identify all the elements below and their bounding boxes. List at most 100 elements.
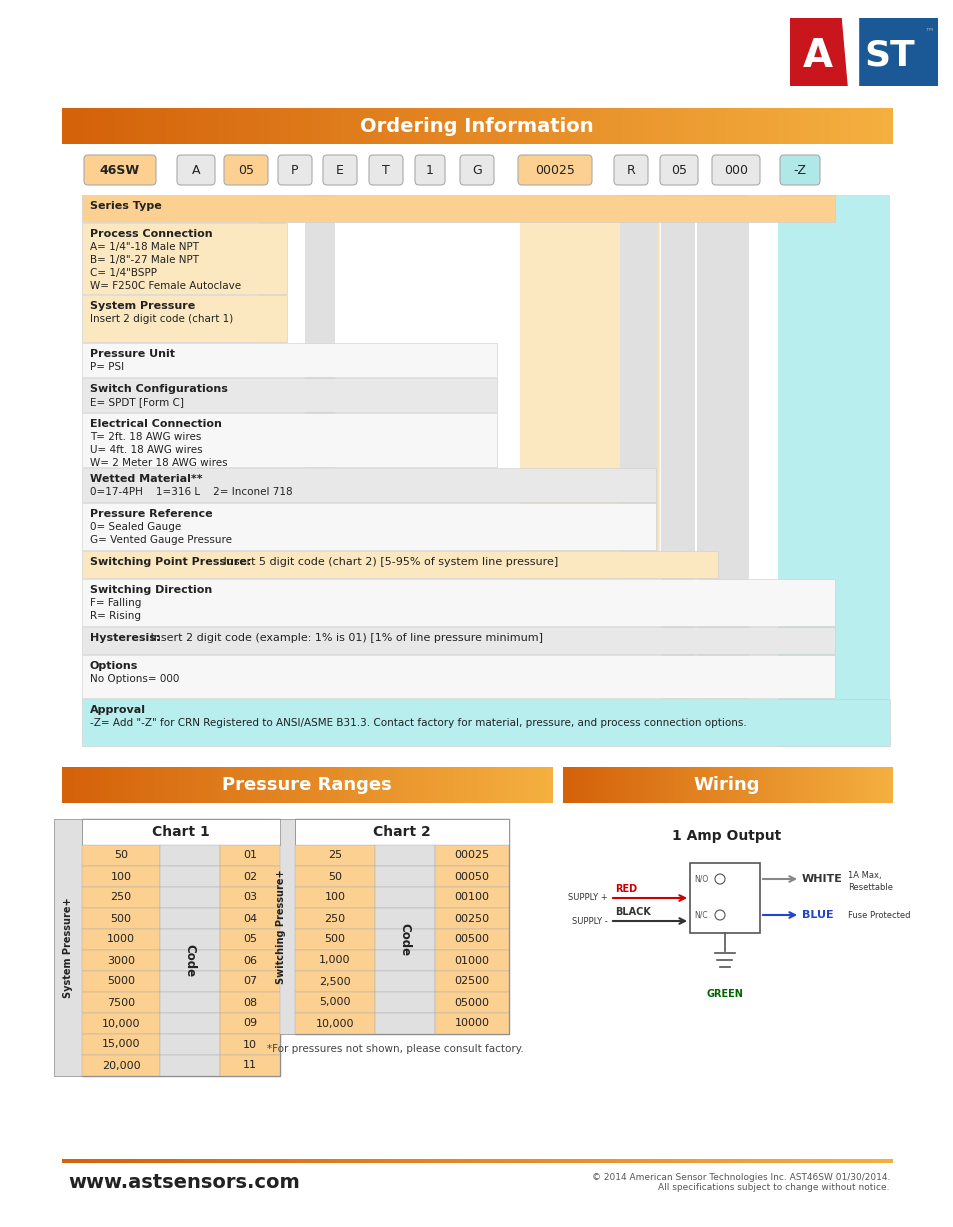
Bar bbox=[435, 1014, 509, 1034]
Bar bbox=[476, 1160, 488, 1163]
Bar bbox=[148, 767, 154, 802]
Bar bbox=[533, 767, 540, 802]
Bar bbox=[176, 1160, 188, 1163]
Text: 05: 05 bbox=[670, 163, 686, 177]
Bar bbox=[279, 1160, 291, 1163]
Bar bbox=[678, 767, 682, 802]
Bar bbox=[166, 108, 177, 144]
Text: Ordering Information: Ordering Information bbox=[360, 117, 593, 135]
Bar bbox=[332, 1160, 343, 1163]
Bar bbox=[850, 1160, 861, 1163]
Bar bbox=[642, 108, 654, 144]
Text: -Z= Add "-Z" for CRN Registered to ANSI/ASME B31.3. Contact factory for material: -Z= Add "-Z" for CRN Registered to ANSI/… bbox=[90, 718, 746, 728]
Bar bbox=[778, 195, 889, 747]
Bar bbox=[72, 108, 84, 144]
Bar bbox=[801, 767, 806, 802]
Bar bbox=[425, 1160, 436, 1163]
Text: 00100: 00100 bbox=[454, 892, 489, 903]
Bar bbox=[405, 767, 412, 802]
Bar bbox=[619, 195, 658, 579]
Bar bbox=[264, 767, 271, 802]
FancyBboxPatch shape bbox=[323, 155, 356, 185]
Bar bbox=[725, 1160, 737, 1163]
Bar bbox=[160, 767, 167, 802]
Bar bbox=[637, 767, 641, 802]
Bar bbox=[710, 767, 716, 802]
Text: 05: 05 bbox=[237, 163, 253, 177]
Bar bbox=[300, 108, 312, 144]
Bar bbox=[653, 767, 658, 802]
Bar bbox=[238, 108, 250, 144]
Bar bbox=[325, 767, 333, 802]
Bar bbox=[300, 767, 308, 802]
Bar bbox=[386, 767, 394, 802]
FancyBboxPatch shape bbox=[780, 155, 820, 185]
Text: RED: RED bbox=[615, 883, 637, 894]
Text: 1000: 1000 bbox=[107, 935, 135, 945]
Text: WHITE: WHITE bbox=[801, 874, 842, 883]
Text: 0= Sealed Gauge: 0= Sealed Gauge bbox=[90, 521, 181, 533]
Bar bbox=[760, 767, 764, 802]
Bar bbox=[580, 1160, 592, 1163]
Text: 1: 1 bbox=[426, 163, 434, 177]
Text: 06: 06 bbox=[243, 956, 256, 966]
Bar bbox=[82, 908, 160, 929]
Text: 1 Amp Output: 1 Amp Output bbox=[672, 829, 781, 843]
Text: 10: 10 bbox=[243, 1039, 256, 1049]
Text: Code: Code bbox=[398, 923, 411, 956]
Bar bbox=[331, 767, 338, 802]
Bar bbox=[694, 108, 705, 144]
Text: Code: Code bbox=[183, 944, 196, 977]
Bar bbox=[176, 108, 188, 144]
Bar bbox=[269, 1160, 280, 1163]
Text: 05: 05 bbox=[243, 935, 256, 945]
Bar bbox=[653, 1160, 664, 1163]
Bar bbox=[435, 971, 509, 991]
Bar bbox=[870, 1160, 882, 1163]
Bar bbox=[746, 1160, 758, 1163]
Bar bbox=[196, 767, 204, 802]
Text: Insert 2 digit code (chart 1): Insert 2 digit code (chart 1) bbox=[90, 314, 233, 324]
Bar bbox=[83, 1160, 94, 1163]
Bar bbox=[466, 767, 473, 802]
Bar bbox=[840, 1160, 851, 1163]
Bar bbox=[105, 767, 112, 802]
Bar bbox=[829, 108, 841, 144]
Bar bbox=[375, 887, 435, 908]
Bar bbox=[294, 908, 375, 929]
Bar bbox=[545, 767, 553, 802]
Bar bbox=[621, 1160, 633, 1163]
Bar bbox=[777, 108, 788, 144]
Bar bbox=[767, 108, 778, 144]
Bar bbox=[82, 195, 834, 222]
Bar bbox=[294, 991, 375, 1014]
Bar bbox=[881, 108, 892, 144]
Bar bbox=[435, 929, 509, 950]
Bar bbox=[394, 1160, 405, 1163]
Bar bbox=[521, 767, 528, 802]
Text: 01: 01 bbox=[243, 850, 256, 860]
Bar bbox=[375, 845, 435, 866]
Bar bbox=[160, 971, 220, 991]
Bar bbox=[343, 767, 351, 802]
Text: GREEN: GREEN bbox=[706, 989, 742, 999]
Bar bbox=[311, 108, 322, 144]
Text: © 2014 American Sensor Technologies Inc. AST46SW 01/30/2014.
All specifications : © 2014 American Sensor Technologies Inc.… bbox=[591, 1173, 889, 1193]
Text: 05000: 05000 bbox=[454, 998, 489, 1007]
Text: 11: 11 bbox=[243, 1060, 256, 1070]
Bar bbox=[294, 950, 375, 971]
Text: C= 1/4"BSPP: C= 1/4"BSPP bbox=[90, 267, 157, 279]
Bar bbox=[160, 950, 220, 971]
Bar bbox=[362, 767, 369, 802]
Bar bbox=[270, 767, 277, 802]
Bar bbox=[528, 1160, 539, 1163]
Bar bbox=[294, 971, 375, 991]
Bar bbox=[429, 767, 436, 802]
Bar bbox=[160, 1034, 220, 1055]
Bar bbox=[337, 767, 344, 802]
Bar bbox=[220, 1014, 280, 1034]
Bar bbox=[663, 1160, 675, 1163]
Bar bbox=[797, 767, 801, 802]
Text: E: E bbox=[335, 163, 344, 177]
Bar bbox=[155, 1160, 167, 1163]
